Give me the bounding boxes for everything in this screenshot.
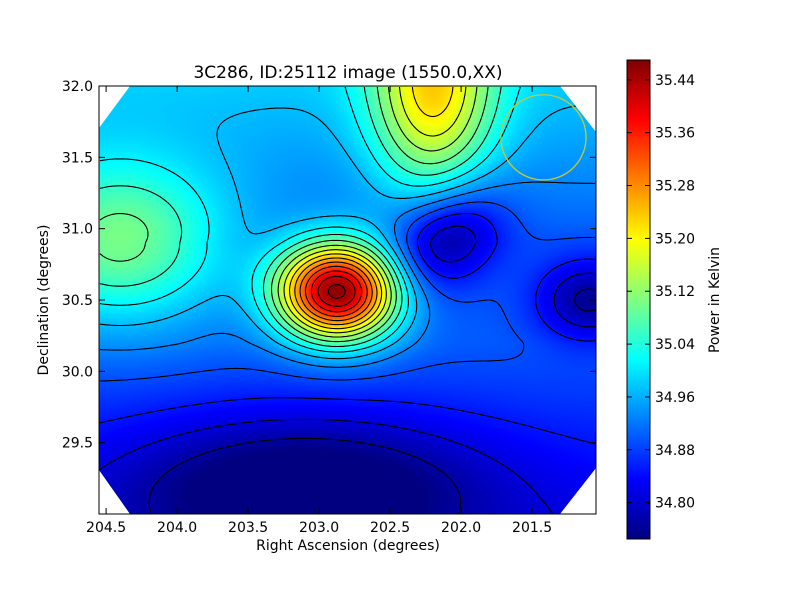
colorbar-tick-label: 34.96 xyxy=(655,390,695,406)
plot-area: 204.5 204.0 203.5 203.0 202.5 202.0 201.5 32.0… xyxy=(62,79,597,536)
contour-level-11 xyxy=(288,86,454,330)
chart-title: 3C286, ID:25112 image (1550.0,XX) xyxy=(193,63,502,83)
x-tick-label: 201.5 xyxy=(512,520,552,536)
x-tick-label: 204.5 xyxy=(86,520,126,536)
contour-level-6 xyxy=(99,86,521,353)
contour-level-16 xyxy=(317,275,356,307)
x-axis-ticks: 204.5 204.0 203.5 203.0 202.5 202.0 201.5 xyxy=(86,86,552,536)
y-tick-label: 31.0 xyxy=(62,222,93,238)
x-tick-label: 203.0 xyxy=(299,520,339,536)
contour-level-17 xyxy=(327,284,346,299)
contour-level-8 xyxy=(99,86,489,343)
contour-level-9 xyxy=(277,86,478,338)
y-tick-label: 31.5 xyxy=(62,150,93,166)
colorbar-tick-label: 34.88 xyxy=(655,443,695,459)
contour-level-2 xyxy=(99,212,596,445)
x-tick-label: 203.5 xyxy=(228,520,268,536)
colorbar-tick-label: 35.12 xyxy=(655,284,695,300)
colorbar-tick-label: 35.36 xyxy=(655,126,695,142)
contour-level-13 xyxy=(299,261,373,322)
y-axis-ticks: 32.0 31.5 31.0 30.5 30.0 29.5 xyxy=(62,79,596,452)
heatmap-image xyxy=(99,86,596,514)
y-axis-label: Declination (degrees) xyxy=(36,225,52,376)
colorbar-tick-label: 34.80 xyxy=(655,496,695,512)
colorbar-tick-label: 35.20 xyxy=(655,231,695,247)
y-tick-label: 29.5 xyxy=(62,436,93,452)
contour-level-3 xyxy=(99,201,596,382)
contour-lines xyxy=(99,86,596,514)
contour-level-12 xyxy=(294,257,378,326)
colorbar-ticks: 35.44 35.36 35.28 35.20 35.12 35.04 34.96 34.88… xyxy=(627,73,695,512)
y-tick-label: 30.5 xyxy=(62,293,93,309)
contour-level-14 xyxy=(304,265,368,317)
colorbar-tick-label: 35.44 xyxy=(655,73,695,89)
colorbar: 35.44 35.36 35.28 35.20 35.12 35.04 34.96 34.88… xyxy=(626,59,723,540)
x-tick-label: 204.0 xyxy=(157,520,197,536)
colorbar-tick-label: 35.28 xyxy=(655,179,695,195)
beam-circle xyxy=(500,94,587,181)
contour-level-10 xyxy=(283,86,467,334)
x-tick-label: 202.5 xyxy=(370,520,410,536)
x-tick-label: 202.0 xyxy=(441,520,481,536)
contour-level-4 xyxy=(99,181,595,368)
y-tick-label: 32.0 xyxy=(62,79,93,95)
contour-level-15 xyxy=(310,270,363,313)
colorbar-gradient xyxy=(626,59,651,540)
x-axis-label: Right Ascension (degrees) xyxy=(256,538,440,554)
contour-level-7 xyxy=(99,86,502,348)
contour-level-1 xyxy=(99,225,596,514)
colorbar-tick-label: 35.04 xyxy=(655,337,695,353)
colorbar-label: Power in Kelvin xyxy=(707,247,723,353)
y-tick-label: 30.0 xyxy=(62,364,93,380)
contour-level-0 xyxy=(148,288,596,514)
